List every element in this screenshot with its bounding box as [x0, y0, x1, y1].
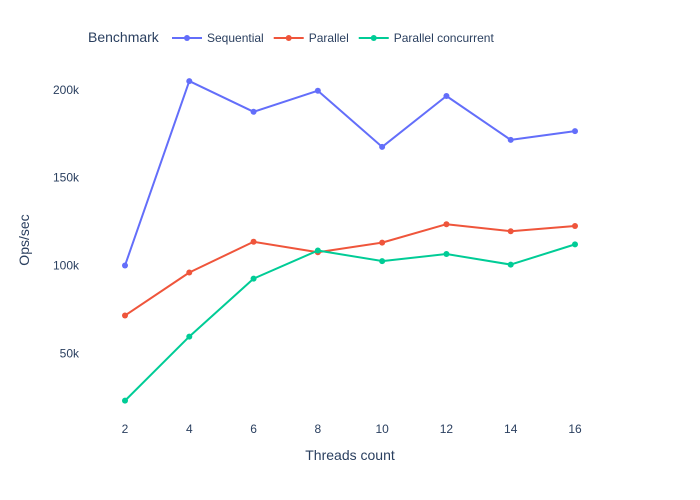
- y-axis-title: Ops/sec: [16, 214, 32, 265]
- data-point-parallel[interactable]: [443, 221, 450, 228]
- data-point-sequential[interactable]: [443, 93, 450, 99]
- data-point-sequential[interactable]: [186, 78, 193, 85]
- x-tick-label: 6: [250, 422, 257, 436]
- legend-label: Parallel: [309, 31, 349, 45]
- x-tick-label: 2: [122, 422, 129, 436]
- legend-marker-sequential: [184, 35, 190, 41]
- series-line-sequential: [124, 80, 576, 266]
- data-point-sequential[interactable]: [314, 87, 321, 94]
- series-line-parallel-concurrent: [124, 243, 576, 402]
- legend-item-parallel[interactable]: Parallel: [273, 31, 349, 45]
- data-point-parallel[interactable]: [572, 222, 578, 229]
- legend-label: Parallel concurrent: [394, 31, 495, 45]
- y-tick-label: 100k: [53, 258, 80, 272]
- data-point-parallel-concurrent[interactable]: [507, 261, 514, 268]
- legend-item-sequential[interactable]: Sequential: [172, 31, 264, 45]
- series-line-parallel: [124, 223, 576, 317]
- x-tick-label: 4: [186, 422, 193, 436]
- data-point-sequential[interactable]: [122, 262, 128, 269]
- legend-title: Benchmark: [88, 29, 160, 45]
- data-point-parallel-concurrent[interactable]: [250, 275, 257, 282]
- data-point-parallel-concurrent[interactable]: [443, 251, 450, 258]
- data-point-sequential[interactable]: [250, 108, 257, 115]
- y-axis: 50k 100k 150k 200k: [53, 83, 80, 360]
- x-tick-label: 14: [504, 422, 518, 436]
- x-axis: 2 4 6 8 10 12 14 16: [122, 422, 582, 436]
- y-tick-label: 50k: [60, 346, 80, 360]
- data-point-parallel-concurrent[interactable]: [122, 397, 128, 404]
- data-point-parallel[interactable]: [250, 238, 257, 245]
- data-point-parallel[interactable]: [507, 228, 514, 235]
- x-axis-title: Threads count: [305, 447, 395, 463]
- data-point-sequential[interactable]: [572, 128, 578, 135]
- legend-marker-parallel: [285, 35, 292, 41]
- legend-label: Sequential: [207, 31, 264, 45]
- x-tick-label: 12: [440, 422, 454, 436]
- data-point-sequential[interactable]: [379, 143, 386, 150]
- legend: Benchmark Sequential Parallel Parallel con…: [88, 29, 494, 45]
- data-point-parallel-concurrent[interactable]: [314, 247, 321, 254]
- data-point-parallel-concurrent[interactable]: [572, 241, 578, 248]
- x-tick-label: 16: [568, 422, 582, 436]
- data-point-parallel[interactable]: [379, 239, 386, 246]
- y-tick-label: 200k: [53, 83, 80, 97]
- data-point-parallel-concurrent[interactable]: [379, 258, 386, 265]
- data-point-sequential[interactable]: [507, 136, 514, 143]
- x-tick-label: 10: [375, 422, 389, 436]
- y-tick-label: 150k: [53, 171, 80, 185]
- data-point-parallel-concurrent[interactable]: [186, 333, 193, 340]
- legend-item-parallel-concurrent[interactable]: Parallel concurrent: [358, 31, 495, 45]
- x-tick-label: 8: [315, 422, 322, 436]
- legend-marker-parallel-concurrent: [370, 35, 377, 41]
- data-point-parallel[interactable]: [122, 312, 128, 319]
- plot-area: [122, 78, 578, 404]
- data-point-parallel[interactable]: [186, 269, 193, 276]
